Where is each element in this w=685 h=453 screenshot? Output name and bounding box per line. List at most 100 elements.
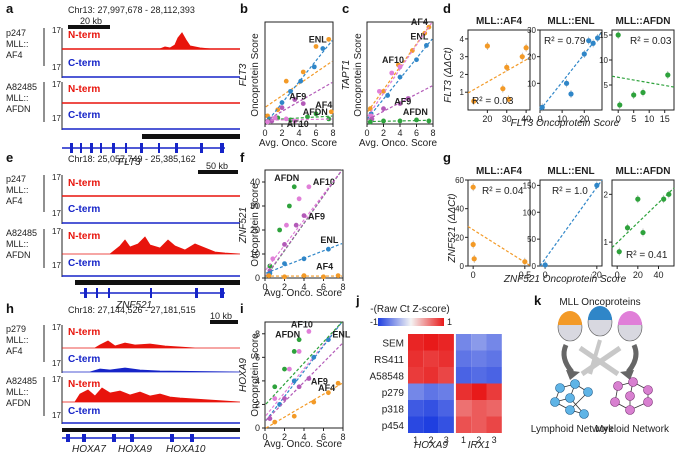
- row-label: p318: [382, 404, 405, 415]
- point-af9: [405, 96, 411, 101]
- series-label-af10: AF10: [287, 119, 309, 129]
- series-label-enl: ENL: [332, 330, 351, 340]
- y-tick-label: 0: [532, 262, 537, 271]
- data-point: [666, 191, 672, 197]
- panel-c-ylabel: TAPT1: [341, 60, 352, 90]
- r-squared: R² = 0.41: [626, 250, 668, 261]
- panel-a-scale-max2: 17: [52, 63, 61, 72]
- panel-d: d FLT3 (ΔΔCt) FLT3 Oncoprotein Score MLL…: [443, 1, 675, 129]
- fit-line-enl: [265, 40, 333, 124]
- panel-h-cterm1: C-term: [68, 354, 100, 365]
- data-point: [542, 262, 548, 268]
- y-tick-label: 2: [604, 190, 609, 199]
- data-point: [594, 182, 600, 188]
- fit-line: [539, 179, 603, 267]
- y-tick-label: 0: [460, 262, 465, 271]
- point-afdn: [277, 227, 283, 233]
- data-point: [471, 256, 477, 262]
- panel-a-sample1-partner: AF4: [6, 50, 23, 60]
- heatmap-cell: [486, 350, 502, 367]
- point-afdn: [313, 111, 319, 117]
- x-tick-label: 4: [296, 128, 301, 138]
- panel-e-scale-max1: 17: [52, 173, 61, 182]
- r-squared: R² = 0.79: [544, 36, 586, 47]
- panel-e-nterm1: N-term: [68, 178, 100, 189]
- panel-h-region-bar: [62, 428, 240, 432]
- panel-a-nterm-track1: [62, 32, 240, 50]
- panel-k: k MLL Oncoproteins: [531, 293, 670, 435]
- panel-h-sample1-name: p279: [6, 324, 26, 334]
- subplot-title: MLL::AF4: [476, 16, 523, 27]
- data-point: [581, 51, 587, 57]
- point-afdn: [291, 184, 297, 190]
- y-tick-label: 30: [250, 201, 260, 211]
- panel-b: b FLT3 Oncoprotein Score Avg. Onco. Scor…: [238, 1, 338, 149]
- point-enl: [288, 88, 293, 94]
- fit-line: [467, 226, 531, 267]
- point-enl: [424, 43, 429, 48]
- heatmap-cell: [471, 383, 487, 400]
- x-tick-label: 6: [321, 432, 326, 442]
- data-point: [661, 196, 667, 202]
- x-tick-label: 0.5: [519, 270, 532, 280]
- series-label-af4: AF4: [315, 100, 332, 110]
- heatmap-cell: [423, 383, 439, 400]
- y-tick-label: 3: [460, 53, 465, 62]
- panel-e-sample1-name: p247: [6, 174, 26, 184]
- subplot-title: MLL::AF4: [476, 166, 523, 177]
- myeloid-nodes: [610, 377, 653, 415]
- heatmap-cell: [455, 383, 472, 400]
- panel-e-nterm2: N-term: [68, 231, 100, 242]
- panel-h-scale-max4: 17: [52, 411, 61, 420]
- x-tick-label: 0: [543, 270, 548, 280]
- point-afdn: [397, 118, 403, 124]
- panel-i-label: i: [240, 301, 244, 316]
- point-af9: [306, 376, 312, 381]
- y-tick-label: 60: [455, 176, 464, 185]
- series-label-af4: AF4: [411, 17, 428, 27]
- point-af4: [300, 69, 306, 75]
- x-tick-label: 0: [471, 270, 476, 280]
- x-tick-label: 10: [644, 114, 654, 124]
- panel-a-label: a: [6, 1, 14, 16]
- point-af10: [376, 88, 382, 94]
- subplot-frame: [467, 29, 531, 111]
- point-af10: [306, 329, 312, 334]
- x-tick-label: 4: [397, 128, 402, 138]
- panel-h-sample1-fusion: MLL::: [6, 335, 29, 345]
- x-tick-label: 8: [340, 432, 345, 442]
- y-tick-label: 10: [599, 56, 608, 65]
- y-tick-label: 4: [460, 35, 465, 44]
- heatmap-cell: [471, 416, 487, 433]
- point-af10: [272, 396, 278, 401]
- panel-j-group-hoxa9: HOXA9: [414, 440, 448, 451]
- point-af10: [270, 256, 276, 262]
- y-tick-label: 10: [527, 79, 536, 88]
- point-af10: [397, 64, 403, 70]
- panel-i-ylabel: HOXA9: [238, 358, 249, 392]
- heatmap-cell: [455, 416, 472, 433]
- heatmap-cell: [423, 334, 439, 351]
- panel-a-sample1-name: p247: [6, 28, 26, 38]
- panel-b-xlabel: Avg. Onco. Score: [259, 138, 338, 149]
- panel-j-label: j: [355, 293, 360, 308]
- series-label-af9: AF9: [308, 212, 325, 222]
- point-af4: [328, 109, 334, 115]
- fit-line-af10: [265, 118, 333, 121]
- heatmap-cell: [438, 334, 454, 351]
- x-tick-label: 0: [616, 114, 621, 124]
- point-af4: [313, 44, 319, 49]
- subplot-frame: [539, 29, 603, 111]
- x-tick-label: 6: [313, 128, 318, 138]
- panel-h-exons: [66, 434, 194, 442]
- panel-f-xlabel: Avg. Onco. Score: [264, 288, 343, 299]
- subplot-title: MLL::AFDN: [616, 166, 671, 177]
- panel-e-scale: 50 kb: [206, 161, 228, 171]
- point-af4: [291, 413, 297, 419]
- panel-a-exons: [70, 143, 224, 153]
- point-af9: [279, 105, 285, 111]
- panel-c: c TAPT1 Oncoprotein Score Avg. Onco. Sco…: [341, 1, 438, 149]
- point-enl: [298, 78, 304, 84]
- heatmap-cell: [486, 383, 502, 400]
- data-point: [631, 92, 637, 98]
